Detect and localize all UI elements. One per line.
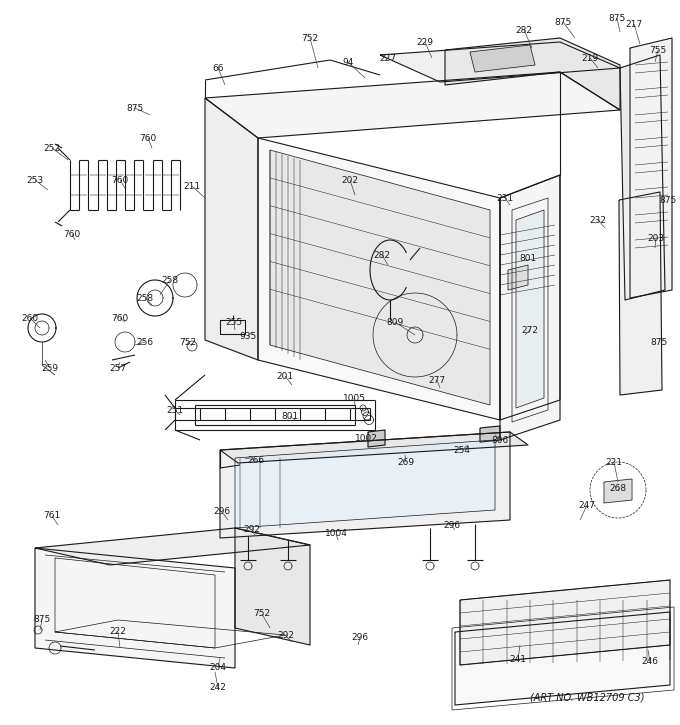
Text: 296: 296 <box>214 507 231 516</box>
Polygon shape <box>205 72 620 138</box>
Text: 760: 760 <box>139 133 156 143</box>
Text: 266: 266 <box>248 455 265 465</box>
Text: 292: 292 <box>277 631 294 640</box>
Text: 268: 268 <box>609 484 626 492</box>
Polygon shape <box>516 210 544 408</box>
Text: 254: 254 <box>454 445 471 455</box>
Text: 251: 251 <box>167 405 184 415</box>
Text: 752: 752 <box>180 338 197 347</box>
Text: 760: 760 <box>112 313 129 323</box>
Text: 875: 875 <box>554 17 572 27</box>
Text: 241: 241 <box>509 655 526 665</box>
Text: 203: 203 <box>647 233 664 242</box>
Text: 219: 219 <box>581 54 598 62</box>
Polygon shape <box>604 479 632 503</box>
Text: 760: 760 <box>63 230 81 239</box>
Text: 247: 247 <box>579 500 596 510</box>
Text: 253: 253 <box>27 175 44 184</box>
Polygon shape <box>500 175 560 420</box>
Text: 875: 875 <box>660 196 677 204</box>
Text: 246: 246 <box>641 658 658 666</box>
Text: 1004: 1004 <box>324 529 347 539</box>
Text: 256: 256 <box>137 338 154 347</box>
Polygon shape <box>630 38 672 298</box>
Polygon shape <box>508 265 528 290</box>
Polygon shape <box>445 38 620 110</box>
Text: 202: 202 <box>341 175 358 184</box>
Text: 809: 809 <box>386 318 404 326</box>
Text: 875: 875 <box>33 616 50 624</box>
Polygon shape <box>235 528 310 645</box>
Polygon shape <box>455 612 670 705</box>
Text: 257: 257 <box>109 363 126 373</box>
Text: 875: 875 <box>126 104 143 112</box>
Text: 875: 875 <box>609 14 626 22</box>
Text: 752: 752 <box>254 610 271 618</box>
Text: 94: 94 <box>342 57 354 67</box>
Text: 229: 229 <box>416 38 434 46</box>
Text: 255: 255 <box>226 318 243 326</box>
Text: 201: 201 <box>277 371 294 381</box>
Polygon shape <box>460 580 670 665</box>
Text: 801: 801 <box>282 412 299 420</box>
Text: 761: 761 <box>44 512 61 521</box>
Text: 260: 260 <box>22 313 39 323</box>
Polygon shape <box>220 432 510 538</box>
Text: 875: 875 <box>650 338 668 347</box>
Polygon shape <box>258 138 500 420</box>
Polygon shape <box>620 55 665 300</box>
Polygon shape <box>235 440 495 528</box>
Text: 296: 296 <box>443 521 460 531</box>
Text: 258: 258 <box>161 276 179 284</box>
Polygon shape <box>35 528 310 565</box>
Text: 242: 242 <box>209 684 226 692</box>
Polygon shape <box>368 430 385 447</box>
Polygon shape <box>500 175 560 440</box>
Text: 221: 221 <box>605 457 622 466</box>
Polygon shape <box>480 426 500 442</box>
Text: 277: 277 <box>428 376 445 384</box>
Text: 231: 231 <box>496 194 513 202</box>
Text: 1002: 1002 <box>354 434 377 442</box>
Text: 296: 296 <box>352 634 369 642</box>
Text: 1005: 1005 <box>343 394 366 402</box>
Text: 806: 806 <box>492 436 509 444</box>
Text: 217: 217 <box>626 20 643 28</box>
Text: (ART NO. WB12709 C3): (ART NO. WB12709 C3) <box>530 693 644 703</box>
Text: 204: 204 <box>209 663 226 673</box>
Text: 755: 755 <box>649 46 666 54</box>
Text: 227: 227 <box>379 54 396 62</box>
Polygon shape <box>470 45 535 72</box>
Text: 292: 292 <box>243 526 260 534</box>
Text: 272: 272 <box>522 326 539 334</box>
Text: 760: 760 <box>112 175 129 184</box>
Text: 252: 252 <box>44 144 61 152</box>
Polygon shape <box>220 432 528 463</box>
Polygon shape <box>270 150 490 405</box>
Text: 232: 232 <box>590 215 607 225</box>
Polygon shape <box>205 98 258 360</box>
Text: 259: 259 <box>41 363 58 373</box>
Text: 282: 282 <box>373 251 390 260</box>
Text: 66: 66 <box>212 64 224 72</box>
Text: 258: 258 <box>137 294 154 302</box>
Text: 752: 752 <box>301 33 318 43</box>
Text: 269: 269 <box>397 457 415 466</box>
Polygon shape <box>619 192 662 395</box>
Text: 801: 801 <box>520 254 537 262</box>
Text: 282: 282 <box>515 25 532 35</box>
Text: 935: 935 <box>239 331 256 341</box>
Polygon shape <box>35 548 235 668</box>
Text: 222: 222 <box>109 628 126 637</box>
Polygon shape <box>380 42 620 82</box>
Text: 211: 211 <box>184 181 201 191</box>
